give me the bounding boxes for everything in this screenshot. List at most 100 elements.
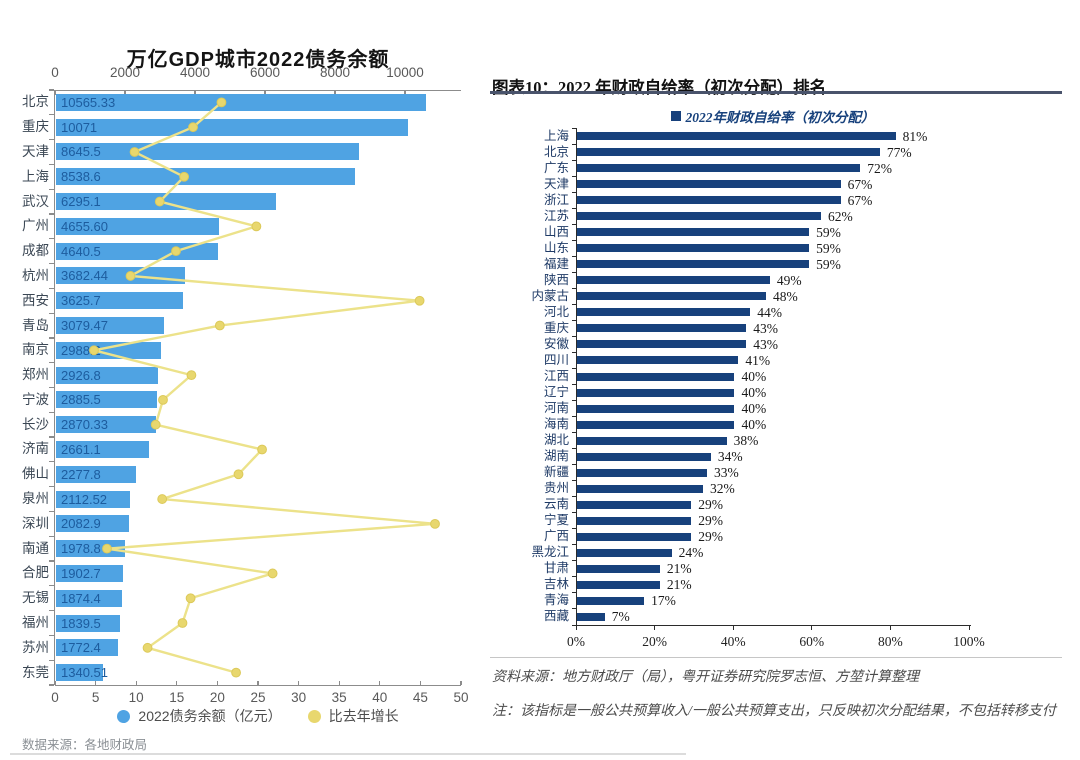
growth-marker (150, 419, 161, 430)
x-axis-tick (968, 626, 970, 631)
fiscal-bar (577, 164, 861, 173)
y-axis-line (54, 90, 56, 685)
debt-bar-value: 4640.5 (61, 243, 101, 259)
debt-bar (56, 168, 355, 186)
growth-marker (257, 444, 267, 455)
debt-bar-value: 2082.9 (61, 516, 101, 532)
fiscal-bar (577, 196, 841, 205)
fiscal-bar (577, 372, 735, 381)
y-axis-tick (572, 448, 576, 450)
fiscal-bar-value: 21% (666, 577, 692, 593)
category-label: 宁夏 (543, 513, 569, 528)
growth-marker (185, 593, 196, 604)
fiscal-bar (577, 324, 747, 333)
x-axis-tick-label: 100% (953, 634, 985, 649)
debt-bar (56, 292, 183, 310)
category-label: 甘肃 (543, 561, 569, 576)
category-label: 海南 (543, 417, 569, 432)
fiscal-bar (577, 228, 810, 237)
category-label: 东莞 (22, 664, 49, 680)
growth-marker (414, 295, 425, 306)
y-axis-tick (572, 287, 576, 289)
y-axis-tick (49, 510, 54, 513)
fiscal-bar-value: 59% (816, 224, 841, 240)
fiscal-bar (577, 516, 692, 525)
fiscal-bar (577, 340, 747, 349)
debt-bar (56, 440, 150, 458)
category-label: 南京 (22, 342, 49, 358)
fiscal-series-swatch (670, 111, 681, 121)
top-axis-tick (54, 91, 56, 96)
y-axis-tick (49, 163, 54, 165)
fiscal-bar (577, 148, 880, 157)
fiscal-bar-value: 29% (698, 497, 724, 513)
fiscal-bar (577, 260, 810, 269)
fiscal-bar (577, 404, 735, 413)
bottom-axis-tick-label: 15 (169, 690, 185, 705)
y-axis-tick (572, 576, 576, 578)
y-axis-tick (572, 143, 576, 145)
y-axis-tick (49, 585, 54, 587)
bottom-axis-tick-label: 50 (453, 690, 469, 705)
debt-bar-value: 1839.5 (61, 615, 101, 631)
fiscal-bar-value: 62% (827, 208, 853, 224)
y-axis-tick (49, 213, 54, 215)
growth-marker (129, 147, 140, 157)
category-label: 黑龙江 (531, 545, 569, 560)
fiscal-bar-value: 41% (745, 352, 771, 368)
fiscal-bar (577, 388, 735, 397)
y-axis-tick (49, 684, 54, 686)
debt-bar-value: 10565.33 (61, 94, 116, 110)
category-label: 河北 (543, 304, 569, 319)
y-axis-tick (49, 89, 54, 91)
growth-marker (125, 271, 136, 281)
bottom-axis-tick (95, 680, 97, 685)
growth-marker (430, 518, 440, 529)
category-label: 贵州 (543, 481, 569, 496)
y-axis-tick (572, 271, 576, 273)
category-label: 佛山 (22, 466, 49, 482)
growth-marker (177, 618, 188, 628)
fiscal-bar-value: 59% (816, 240, 841, 256)
category-label: 湖南 (543, 449, 569, 464)
page-bottom-divider (10, 753, 686, 755)
fiscal-bar (577, 468, 707, 477)
x-axis-tick (732, 626, 734, 631)
category-label: 山东 (543, 240, 569, 255)
growth-marker (179, 171, 190, 182)
debt-chart-plot: 0 2000 4000 6000 8000 10000 0 5 10 15 20 25 30 35 40 45… (0, 0, 480, 704)
bottom-axis-tick-label: 25 (250, 690, 266, 705)
bottom-axis-tick (54, 680, 56, 685)
debt-bar (56, 118, 409, 136)
bottom-axis-tick-label: 5 (91, 690, 100, 705)
debt-bar-value: 1340.51 (61, 665, 108, 681)
y-axis-tick (572, 528, 576, 530)
debt-bar-value: 3625.7 (61, 293, 101, 309)
y-axis-tick (572, 191, 576, 193)
category-label: 湖北 (543, 433, 569, 448)
y-axis-line (576, 128, 578, 625)
debt-bar (56, 93, 426, 111)
debt-bar (56, 664, 103, 682)
fiscal-chart: 图表10：2022 年财政自给率（初次分配）排名 2022年财政自给率（初次分配… (490, 0, 1080, 760)
y-axis-tick (572, 624, 576, 626)
category-label: 西藏 (543, 609, 569, 624)
category-label: 天津 (22, 143, 49, 159)
x-axis-tick-label: 20% (642, 634, 667, 649)
category-label: 长沙 (22, 416, 49, 432)
bottom-axis-tick (460, 680, 462, 685)
y-axis-tick (49, 238, 54, 240)
y-axis-tick (572, 608, 576, 610)
category-label: 无锡 (22, 590, 49, 606)
fiscal-bar (577, 452, 711, 461)
top-axis-tick-label: 10000 (386, 65, 424, 80)
y-axis-tick (572, 480, 576, 482)
debt-bar (56, 614, 121, 632)
fiscal-series-label: 2022年财政自给率（初次分配） (685, 110, 875, 125)
fiscal-bar (577, 580, 660, 589)
fiscal-bar (577, 276, 770, 285)
fiscal-bar (577, 500, 692, 509)
y-axis-tick (49, 337, 54, 339)
growth-line-layer (89, 97, 440, 678)
y-axis-tick (49, 262, 54, 265)
